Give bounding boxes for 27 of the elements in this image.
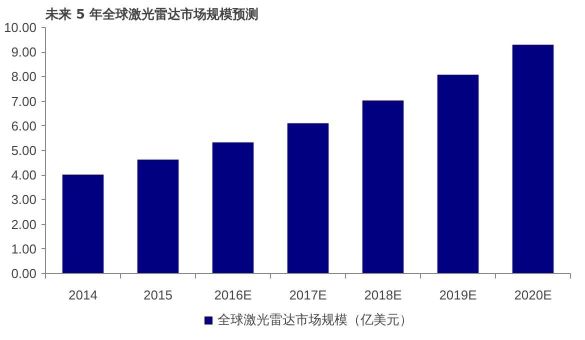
- bar: [212, 142, 254, 274]
- y-tick-label: 8.00: [11, 69, 37, 84]
- y-tick-label: 10.00: [4, 20, 37, 35]
- x-tick-label: 2020E: [514, 288, 552, 302]
- y-tick-label: 4.00: [11, 168, 37, 183]
- bar: [287, 123, 329, 274]
- y-tick-label: 2.00: [11, 216, 37, 232]
- y-tick-label: 7.00: [11, 94, 37, 109]
- bar: [362, 100, 404, 274]
- y-tick-label: 9.00: [11, 44, 37, 60]
- x-tick-label: 2015: [144, 288, 172, 302]
- x-tick-label: 2017E: [289, 288, 328, 302]
- y-tick-label: 1.00: [11, 241, 37, 256]
- x-tick-label: 2018E: [364, 288, 402, 302]
- y-tick-label: 3.00: [11, 192, 37, 208]
- x-tick-label: 2014: [68, 288, 98, 302]
- bar: [437, 74, 479, 274]
- bar: [62, 174, 104, 274]
- y-tick-label: 5.00: [11, 143, 37, 158]
- chart-title: 未来 5 年全球激光雷达市场规模预测: [44, 6, 259, 22]
- legend-label: 全球激光雷达市场规模（亿美元）: [218, 312, 412, 329]
- y-tick-label: 6.00: [11, 118, 37, 134]
- y-tick-label: 0.00: [11, 266, 37, 281]
- x-tick-label: 2019E: [439, 288, 478, 302]
- bar: [137, 160, 179, 274]
- x-tick-label: 2016E: [214, 288, 252, 302]
- bar: [512, 44, 554, 274]
